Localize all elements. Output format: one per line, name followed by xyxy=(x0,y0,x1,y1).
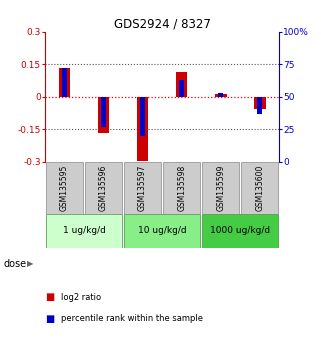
Title: GDS2924 / 8327: GDS2924 / 8327 xyxy=(114,18,211,31)
Bar xyxy=(218,93,223,97)
Text: GSM135597: GSM135597 xyxy=(138,165,147,211)
Bar xyxy=(46,162,83,214)
Bar xyxy=(137,97,148,161)
Bar xyxy=(254,97,265,109)
Bar xyxy=(62,68,67,97)
Bar xyxy=(215,94,227,97)
Text: 1000 ug/kg/d: 1000 ug/kg/d xyxy=(210,227,270,235)
Text: 10 ug/kg/d: 10 ug/kg/d xyxy=(138,227,187,235)
Bar xyxy=(241,162,279,214)
Text: dose: dose xyxy=(3,259,26,269)
Text: ▶: ▶ xyxy=(27,259,34,268)
Bar xyxy=(202,214,279,248)
Text: ■: ■ xyxy=(45,314,54,324)
Bar xyxy=(140,97,145,136)
Bar xyxy=(257,97,262,114)
Bar xyxy=(176,72,187,97)
Bar xyxy=(98,97,109,133)
Text: 1 ug/kg/d: 1 ug/kg/d xyxy=(63,227,105,235)
Text: GSM135598: GSM135598 xyxy=(177,165,186,211)
Bar xyxy=(46,214,122,248)
Bar xyxy=(101,97,106,127)
Bar xyxy=(179,80,184,97)
Text: GSM135600: GSM135600 xyxy=(255,165,264,211)
Text: percentile rank within the sample: percentile rank within the sample xyxy=(61,314,203,323)
Bar xyxy=(163,162,200,214)
Bar xyxy=(124,214,200,248)
Text: GSM135599: GSM135599 xyxy=(216,165,225,211)
Text: ■: ■ xyxy=(45,292,54,302)
Text: GSM135595: GSM135595 xyxy=(60,165,69,211)
Bar xyxy=(124,162,161,214)
Bar xyxy=(85,162,122,214)
Bar xyxy=(202,162,239,214)
Text: GSM135596: GSM135596 xyxy=(99,165,108,211)
Text: log2 ratio: log2 ratio xyxy=(61,293,101,302)
Bar xyxy=(59,68,70,97)
